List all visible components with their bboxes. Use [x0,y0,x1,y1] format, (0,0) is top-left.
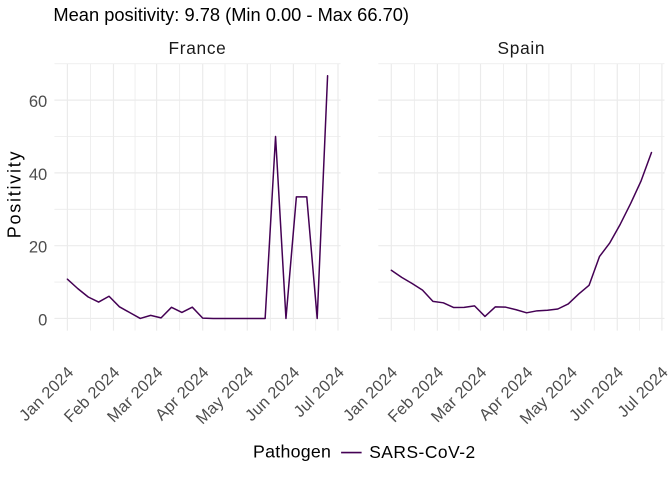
svg-text:France: France [169,38,227,58]
svg-text:Pathogen: Pathogen [253,442,331,462]
svg-text:40: 40 [29,165,47,184]
svg-text:20: 20 [29,238,47,257]
svg-text:Mean positivity: 9.78 (Min 0.0: Mean positivity: 9.78 (Min 0.00 - Max 66… [53,4,409,25]
svg-text:Spain: Spain [498,38,546,58]
svg-text:SARS-CoV-2: SARS-CoV-2 [369,442,475,462]
svg-text:0: 0 [38,310,47,329]
svg-text:Positivity: Positivity [5,150,25,239]
svg-text:60: 60 [29,92,47,111]
